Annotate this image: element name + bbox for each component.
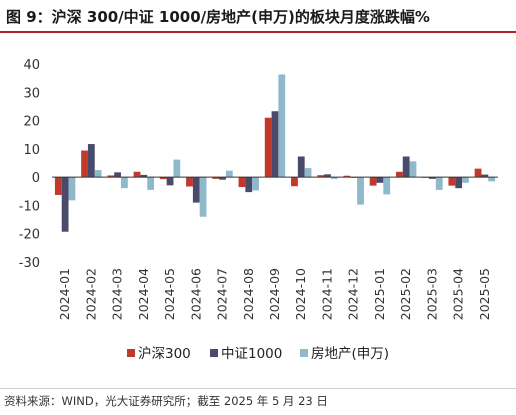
legend-swatch	[210, 349, 218, 357]
chart-title: 图 9：沪深 300/中证 1000/房地产(申万)的板块月度涨跌幅%	[6, 8, 430, 26]
bar-realestate	[199, 177, 207, 217]
bar-hs300	[186, 177, 193, 187]
source-note: 资料来源：WIND，光大证券研究所；截至 2025 年 5 月 23 日	[4, 394, 328, 408]
bar-realestate	[278, 74, 286, 178]
x-tick-label: 2025-01	[372, 268, 387, 320]
x-tick-label: 2024-11	[320, 268, 335, 320]
bar-hs300	[343, 175, 351, 178]
y-tick-label: -30	[19, 256, 40, 271]
bar-hs300	[54, 177, 62, 195]
bar-hs300	[133, 171, 141, 178]
x-tick-label: 2024-10	[293, 268, 308, 320]
x-axis: 2024-01 2024-02 2024-03 2024-04 2024-05 2024-…	[57, 268, 492, 320]
bar-hs300	[291, 177, 298, 187]
legend-label: 房地产(申万)	[311, 346, 389, 362]
bar-realestate	[435, 177, 443, 190]
bar-zz1000	[192, 177, 200, 203]
x-tick-label: 2024-09	[267, 268, 282, 320]
bar-hs300	[317, 175, 325, 178]
bar-zz1000	[61, 177, 69, 232]
bar-series-group	[54, 74, 496, 232]
bar-hs300	[107, 175, 115, 178]
bar-realestate	[225, 170, 233, 178]
bar-zz1000	[455, 177, 463, 189]
bar-zz1000	[87, 144, 95, 178]
bar-zz1000	[481, 174, 489, 178]
x-tick-label: 2024-05	[162, 268, 177, 320]
bar-realestate	[330, 177, 338, 179]
bar-chart: -30 -20 -10 0 10 20 30 40 2024-01 2024-02 2024-03…	[19, 58, 498, 362]
bar-hs300	[395, 171, 403, 178]
bar-realestate	[488, 177, 496, 182]
bar-realestate	[94, 170, 102, 178]
x-tick-label: 2025-04	[451, 268, 466, 320]
bar-hs300	[159, 177, 167, 180]
legend-swatch	[300, 349, 308, 357]
bar-zz1000	[271, 111, 279, 178]
x-tick-label: 2024-03	[110, 268, 125, 320]
y-tick-label: 20	[23, 115, 40, 130]
bar-zz1000	[245, 177, 253, 193]
bar-realestate	[68, 177, 76, 201]
y-tick-label: -10	[19, 199, 40, 214]
x-tick-label: 2024-04	[136, 268, 151, 320]
source-divider	[0, 388, 516, 389]
y-tick-label: 0	[32, 171, 40, 186]
bar-zz1000	[114, 172, 121, 178]
bar-realestate	[462, 177, 469, 183]
bar-zz1000	[297, 156, 305, 178]
bar-realestate	[252, 177, 259, 191]
x-tick-label: 2024-08	[241, 268, 256, 320]
y-axis: -30 -20 -10 0 10 20 30 40	[19, 58, 40, 271]
bar-realestate	[173, 159, 181, 178]
bar-zz1000	[219, 177, 226, 180]
bar-hs300	[212, 177, 220, 179]
x-tick-label: 2024-01	[57, 268, 72, 320]
bar-hs300	[369, 177, 377, 186]
bar-zz1000	[324, 174, 331, 178]
x-tick-label: 2024-06	[188, 268, 203, 320]
bar-realestate	[304, 168, 312, 178]
y-tick-label: -20	[19, 228, 40, 243]
bar-realestate	[383, 177, 391, 195]
bar-zz1000	[376, 177, 384, 183]
x-tick-label: 2025-03	[424, 268, 439, 320]
bar-realestate	[357, 177, 364, 205]
x-tick-label: 2025-05	[477, 268, 492, 320]
y-tick-label: 10	[23, 143, 40, 158]
legend-label: 沪深300	[138, 346, 191, 362]
legend: 沪深300 中证1000 房地产(申万)	[127, 346, 389, 362]
bar-hs300	[238, 177, 246, 188]
bar-zz1000	[166, 177, 174, 186]
title-divider	[0, 31, 516, 33]
x-tick-label: 2024-02	[83, 268, 98, 320]
legend-label: 中证1000	[221, 346, 282, 362]
bar-hs300	[81, 150, 88, 178]
bar-realestate	[147, 177, 155, 190]
bar-realestate	[120, 177, 128, 189]
bar-zz1000	[429, 177, 436, 179]
legend-swatch	[127, 349, 135, 357]
bar-hs300	[474, 168, 482, 178]
y-tick-label: 40	[23, 58, 40, 73]
bar-realestate	[409, 161, 417, 178]
bar-zz1000	[140, 174, 148, 178]
bar-hs300	[448, 177, 456, 186]
x-tick-label: 2024-07	[215, 268, 230, 320]
x-tick-label: 2024-12	[346, 268, 361, 320]
bar-hs300	[264, 117, 272, 178]
x-tick-label: 2025-02	[398, 268, 413, 320]
y-tick-label: 30	[23, 86, 40, 101]
bar-zz1000	[402, 156, 410, 178]
